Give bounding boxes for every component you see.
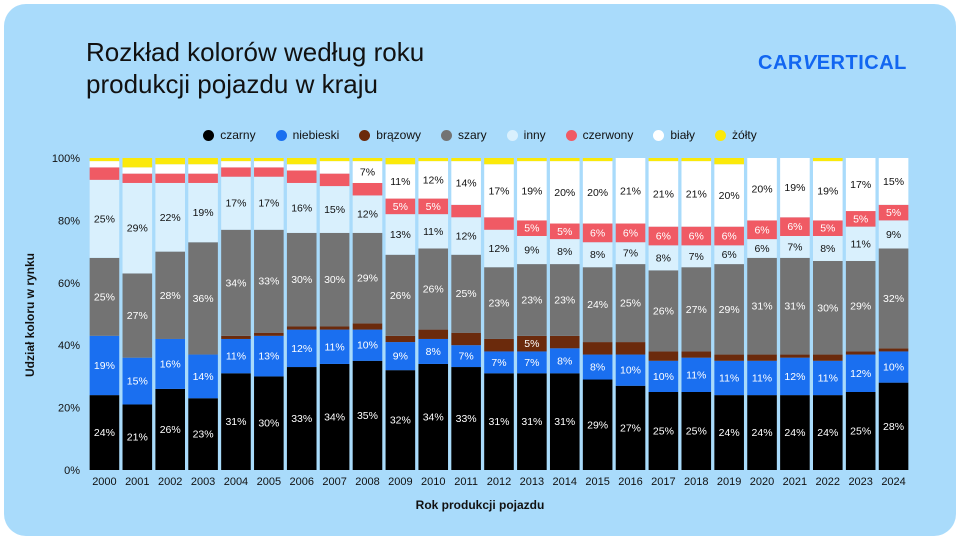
brand-logo: CARVERTICAL <box>758 52 907 75</box>
brand-accent: V <box>802 52 817 74</box>
brand-suffix: ERTICAL <box>816 52 907 74</box>
legend-swatch <box>203 129 215 141</box>
legend-item: czerwony <box>565 128 634 142</box>
legend-swatch <box>275 129 287 141</box>
chart-legend: czarny niebieski brązowy szary inny czerwony b… <box>0 128 960 142</box>
legend-swatch <box>653 129 665 141</box>
x-axis-label: Rok produkcji pojazdu <box>415 498 545 512</box>
y-axis-label: Udział koloru w rynku <box>23 252 37 378</box>
legend-swatch <box>565 129 577 141</box>
legend-label: inny <box>523 128 546 142</box>
legend-swatch <box>715 129 727 141</box>
legend-item: inny <box>506 128 546 142</box>
legend-label: czerwony <box>582 128 634 142</box>
brand-prefix: CAR <box>758 52 803 74</box>
legend-item: żółty <box>715 128 757 142</box>
legend-label: brązowy <box>376 128 421 142</box>
legend-swatch <box>359 129 371 141</box>
legend-label: szary <box>457 128 487 142</box>
legend-item: brązowy <box>359 128 421 142</box>
legend-swatch <box>440 129 452 141</box>
legend-item: niebieski <box>275 128 340 142</box>
legend-label: biały <box>670 128 696 142</box>
legend-label: czarny <box>220 128 256 142</box>
legend-item: biały <box>653 128 695 142</box>
legend-swatch <box>506 129 518 141</box>
legend-label: niebieski <box>292 128 340 142</box>
legend-label: żółty <box>732 128 757 142</box>
legend-item: szary <box>440 128 487 142</box>
legend-item: czarny <box>203 128 256 142</box>
chart-title: Rozkład kolorów według roku produkcji po… <box>86 37 425 99</box>
